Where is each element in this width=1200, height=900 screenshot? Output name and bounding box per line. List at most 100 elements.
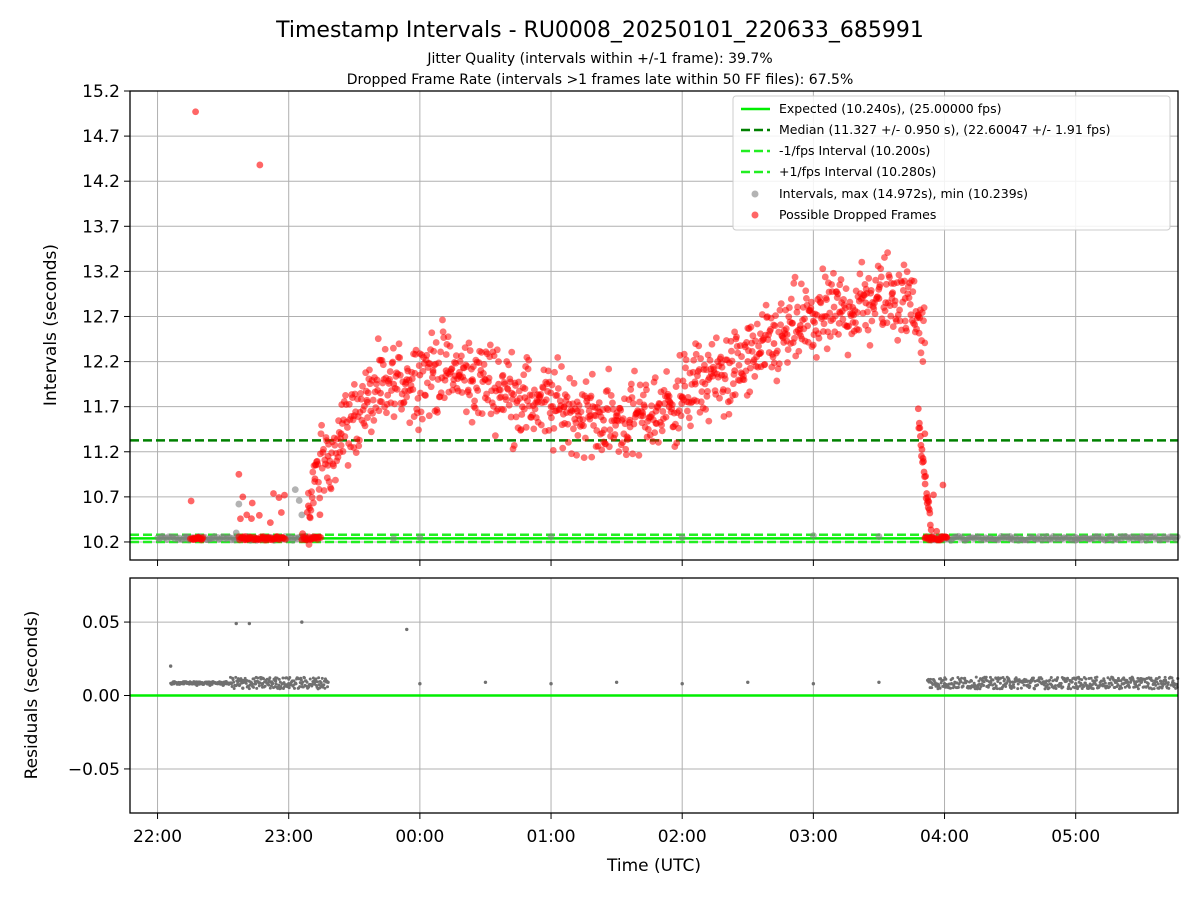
dropped-frame-point (756, 350, 764, 358)
dropped-frame-point (755, 342, 762, 350)
dropped-frame-point (600, 426, 608, 434)
dropped-frame-point (877, 273, 885, 281)
residual-point (231, 678, 235, 682)
dropped-frame-point (683, 407, 691, 415)
residual-point (1036, 683, 1040, 687)
residual-point (254, 682, 258, 686)
dropped-frame-point (364, 414, 371, 421)
residual-point (1102, 679, 1106, 683)
legend-box (732, 95, 1171, 231)
residual-point (168, 664, 173, 668)
dropped-frame-point (256, 161, 264, 169)
dropped-frame-point (791, 273, 799, 281)
dropped-frame-point (705, 417, 713, 425)
top-plot-y-ticks: 10.2 10.7 11.2 11.7 12.2 12.7 13.2 13.7 14.2 14.7… (82, 82, 130, 553)
dropped-frame-point (649, 438, 657, 445)
residual-point (1033, 687, 1037, 691)
dropped-frame-point (716, 394, 723, 402)
dropped-frame-point (839, 315, 847, 323)
dropped-frame-point (682, 364, 689, 372)
dropped-frame-point (630, 420, 638, 428)
dropped-frame-point (656, 400, 664, 408)
dropped-frame-point (398, 405, 405, 413)
dropped-frame-point (355, 442, 363, 450)
interval-point (1072, 534, 1080, 541)
dropped-frame-point (785, 304, 793, 311)
dropped-frame-point (474, 387, 482, 394)
chart-title: Timestamp Intervals - RU0008_20250101_22… (275, 18, 924, 43)
dropped-frame-point (548, 381, 556, 389)
dropped-frame-point (864, 308, 871, 316)
residual-point (267, 678, 271, 682)
dropped-frame-point (432, 339, 440, 346)
residual-point (277, 677, 281, 681)
dropped-frame-point (826, 309, 834, 317)
residual-point (1156, 682, 1160, 686)
residual-point (255, 686, 259, 690)
residual-point (1164, 678, 1168, 682)
dropped-frame-point (614, 412, 621, 420)
dropped-frame-point (255, 511, 263, 519)
dropped-frame-point (772, 312, 779, 320)
top-y-tick-label: 15.2 (82, 82, 120, 102)
dropped-frame-point (753, 320, 761, 328)
interval-point (206, 534, 214, 542)
dropped-frame-point (428, 329, 436, 337)
dropped-frame-point (435, 359, 443, 367)
dropped-frame-point (651, 374, 659, 382)
residual-point (1022, 683, 1026, 687)
top-y-tick-label: 14.2 (82, 172, 120, 192)
dropped-frame-point (357, 395, 365, 403)
dropped-frame-point (364, 389, 372, 397)
dropped-frame-point (883, 319, 891, 327)
residual-point (483, 680, 488, 684)
residual-point (549, 682, 553, 686)
residual-point (313, 680, 317, 684)
residual-point (292, 686, 296, 690)
dropped-frame-point (672, 383, 680, 391)
dropped-frame-point (624, 434, 632, 442)
residual-point (1139, 680, 1143, 684)
dropped-frame-point (651, 429, 659, 437)
dropped-frame-point (728, 357, 736, 365)
dropped-frame-point (622, 451, 630, 459)
dropped-frame-point (434, 408, 441, 416)
dropped-frame-point (751, 337, 759, 345)
residual-point (1166, 681, 1170, 685)
residual-point (1132, 679, 1136, 683)
dropped-frame-point (684, 393, 692, 401)
dropped-frame-point (373, 376, 381, 384)
residual-point (994, 684, 998, 688)
dropped-frame-point (701, 380, 709, 388)
dropped-frame-point (801, 315, 808, 323)
dropped-frame-point (521, 385, 529, 393)
residual-point (1003, 678, 1007, 682)
dropped-frame-point (680, 350, 688, 358)
dropped-frame-point (797, 280, 805, 288)
bottom-y-tick-label: 0.00 (82, 687, 120, 707)
residual-point (1163, 675, 1167, 679)
residual-point (298, 685, 302, 689)
dropped-frame-point (275, 494, 283, 501)
dropped-frame-point (627, 386, 635, 393)
residual-point (319, 681, 323, 685)
residual-point (680, 682, 684, 686)
dropped-frame-point (771, 322, 779, 330)
dropped-frame-point (429, 369, 437, 376)
dropped-frame-point (550, 425, 558, 432)
residual-point (299, 678, 303, 682)
dropped-frame-point (585, 407, 593, 415)
dropped-frame-point (409, 386, 417, 393)
residual-point (746, 680, 750, 684)
dropped-frame-point (505, 401, 513, 409)
dropped-frame-point (520, 405, 528, 413)
dropped-frame-point (391, 400, 399, 408)
dropped-frame-point (446, 342, 454, 350)
bottom-x-tick-label: 02:00 (658, 827, 707, 847)
dropped-frame-point (478, 410, 486, 417)
dropped-frame-point (735, 361, 743, 369)
dropped-frame-point (386, 368, 394, 375)
dropped-frame-point (370, 417, 378, 424)
dropped-frame-point (604, 387, 611, 394)
dropped-frame-point (437, 348, 444, 356)
